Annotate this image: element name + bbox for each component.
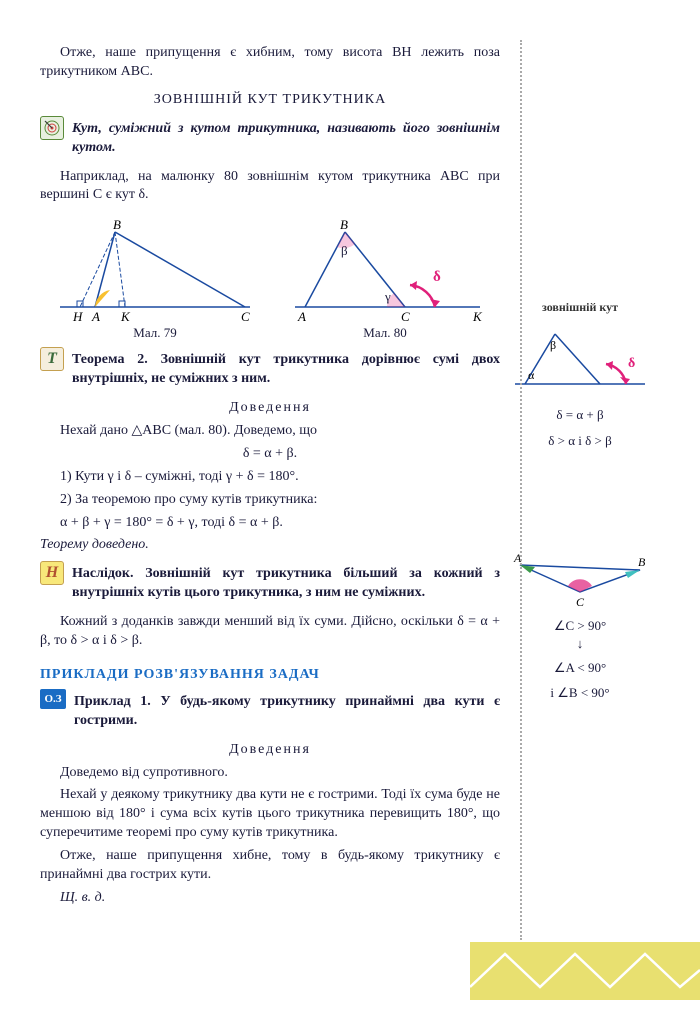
theorem-text: Теорема 2. Зовнішній кут трикутника дорі… <box>72 351 500 389</box>
svg-text:K: K <box>472 309 483 324</box>
svg-text:δ: δ <box>433 269 441 285</box>
svg-text:B: B <box>113 217 121 232</box>
ex-p3: Отже, наше припущення хибне, тому в будь… <box>40 847 500 885</box>
definition-row: Кут, суміжний з кутом трикутника, назива… <box>40 116 500 162</box>
svg-text:C: C <box>241 309 250 324</box>
figures-row: B H A K C Мал. 79 B <box>40 217 500 341</box>
side-figure-1: зовнішній кут α β δ δ = α + β δ > α і δ … <box>510 300 650 450</box>
consequence-icon: H <box>40 561 64 585</box>
side-label: зовнішній кут <box>510 300 650 315</box>
target-icon <box>40 116 64 140</box>
main-column: Отже, наше припущення є хибним, тому вис… <box>40 40 500 912</box>
proof-step2: 2) За теоремою про суму кутів трикутника… <box>40 491 500 510</box>
consequence-text: Наслідок. Зовнішній кут трикутника більш… <box>72 565 500 603</box>
theorem-proven: Теорему доведено. <box>40 536 500 555</box>
svg-text:β: β <box>550 338 556 352</box>
figure-80: B A C K β γ δ Мал. 80 <box>285 217 485 341</box>
proof-step1: 1) Кути γ і δ – суміжні, тоді γ + δ = 18… <box>40 468 500 487</box>
proof-equation: δ = α + β. <box>40 445 500 464</box>
figure-79: B H A K C Мал. 79 <box>55 217 255 341</box>
svg-text:C: C <box>401 309 410 324</box>
svg-text:γ: γ <box>384 289 391 304</box>
side-formula1: δ = α + β <box>510 405 650 425</box>
svg-text:α: α <box>528 368 535 382</box>
qed: Щ. в. д. <box>40 889 500 908</box>
svg-text:H: H <box>72 309 83 324</box>
proof-intro: Нехай дано △ABC (мал. 80). Доведемо, що <box>40 422 500 441</box>
svg-text:B: B <box>638 555 646 569</box>
consequence-row: H Наслідок. Зовнішній кут трикутника біл… <box>40 561 500 607</box>
side-figure-2: A B C ∠C > 90° ↓ ∠A < 90° і ∠B < 90° <box>510 550 650 703</box>
definition-text: Кут, суміжний з кутом трикутника, назива… <box>72 120 500 158</box>
footer-decoration <box>470 942 700 1000</box>
theorem-row: T Теорема 2. Зовнішній кут трикутника до… <box>40 347 500 393</box>
svg-text:K: K <box>120 309 131 324</box>
intro-para: Отже, наше припущення є хибним, тому вис… <box>40 44 500 82</box>
para-example-ref: Наприклад, на малюнку 80 зовнішнім кутом… <box>40 168 500 206</box>
svg-text:B: B <box>340 217 348 232</box>
svg-text:δ: δ <box>628 356 635 371</box>
side-column: зовнішній кут α β δ δ = α + β δ > α і δ … <box>510 40 650 703</box>
side-c2: ∠A < 90° <box>510 658 650 678</box>
example-bold: Приклад 1. У будь-якому трикутнику прина… <box>74 694 500 728</box>
consequence-explain: Кожний з доданків завжди менший від їх с… <box>40 613 500 651</box>
column-divider <box>520 40 522 940</box>
heading-examples: ПРИКЛАДИ РОЗВ'ЯЗУВАННЯ ЗАДАЧ <box>40 667 500 683</box>
side-c1: ∠C > 90° <box>510 616 650 636</box>
example-text: Приклад 1. У будь-якому трикутнику прина… <box>74 693 500 731</box>
side-formula2: δ > α і δ > β <box>510 431 650 451</box>
svg-text:A: A <box>91 309 100 324</box>
fig79-caption: Мал. 79 <box>55 325 255 341</box>
example-row: О.З Приклад 1. У будь-якому трикутнику п… <box>40 689 500 735</box>
ex-p2: Нехай у деякому трикутнику два кути не є… <box>40 786 500 843</box>
svg-text:C: C <box>576 595 585 609</box>
side-arrow: ↓ <box>510 636 650 652</box>
fig80-caption: Мал. 80 <box>285 325 485 341</box>
svg-text:β: β <box>341 243 348 258</box>
theorem-icon: T <box>40 347 64 371</box>
oz-icon: О.З <box>40 689 66 709</box>
proof-step2b: α + β + γ = 180° = δ + γ, тоді δ = α + β… <box>40 514 500 533</box>
ex-p1: Доведемо від супротивного. <box>40 764 500 783</box>
example-proof-heading: Доведення <box>40 741 500 760</box>
svg-text:A: A <box>297 309 306 324</box>
heading-exterior-angle: ЗОВНІШНІЙ КУТ ТРИКУТНИКА <box>40 92 500 108</box>
proof-heading: Доведення <box>40 399 500 418</box>
side-c3: і ∠B < 90° <box>510 683 650 703</box>
